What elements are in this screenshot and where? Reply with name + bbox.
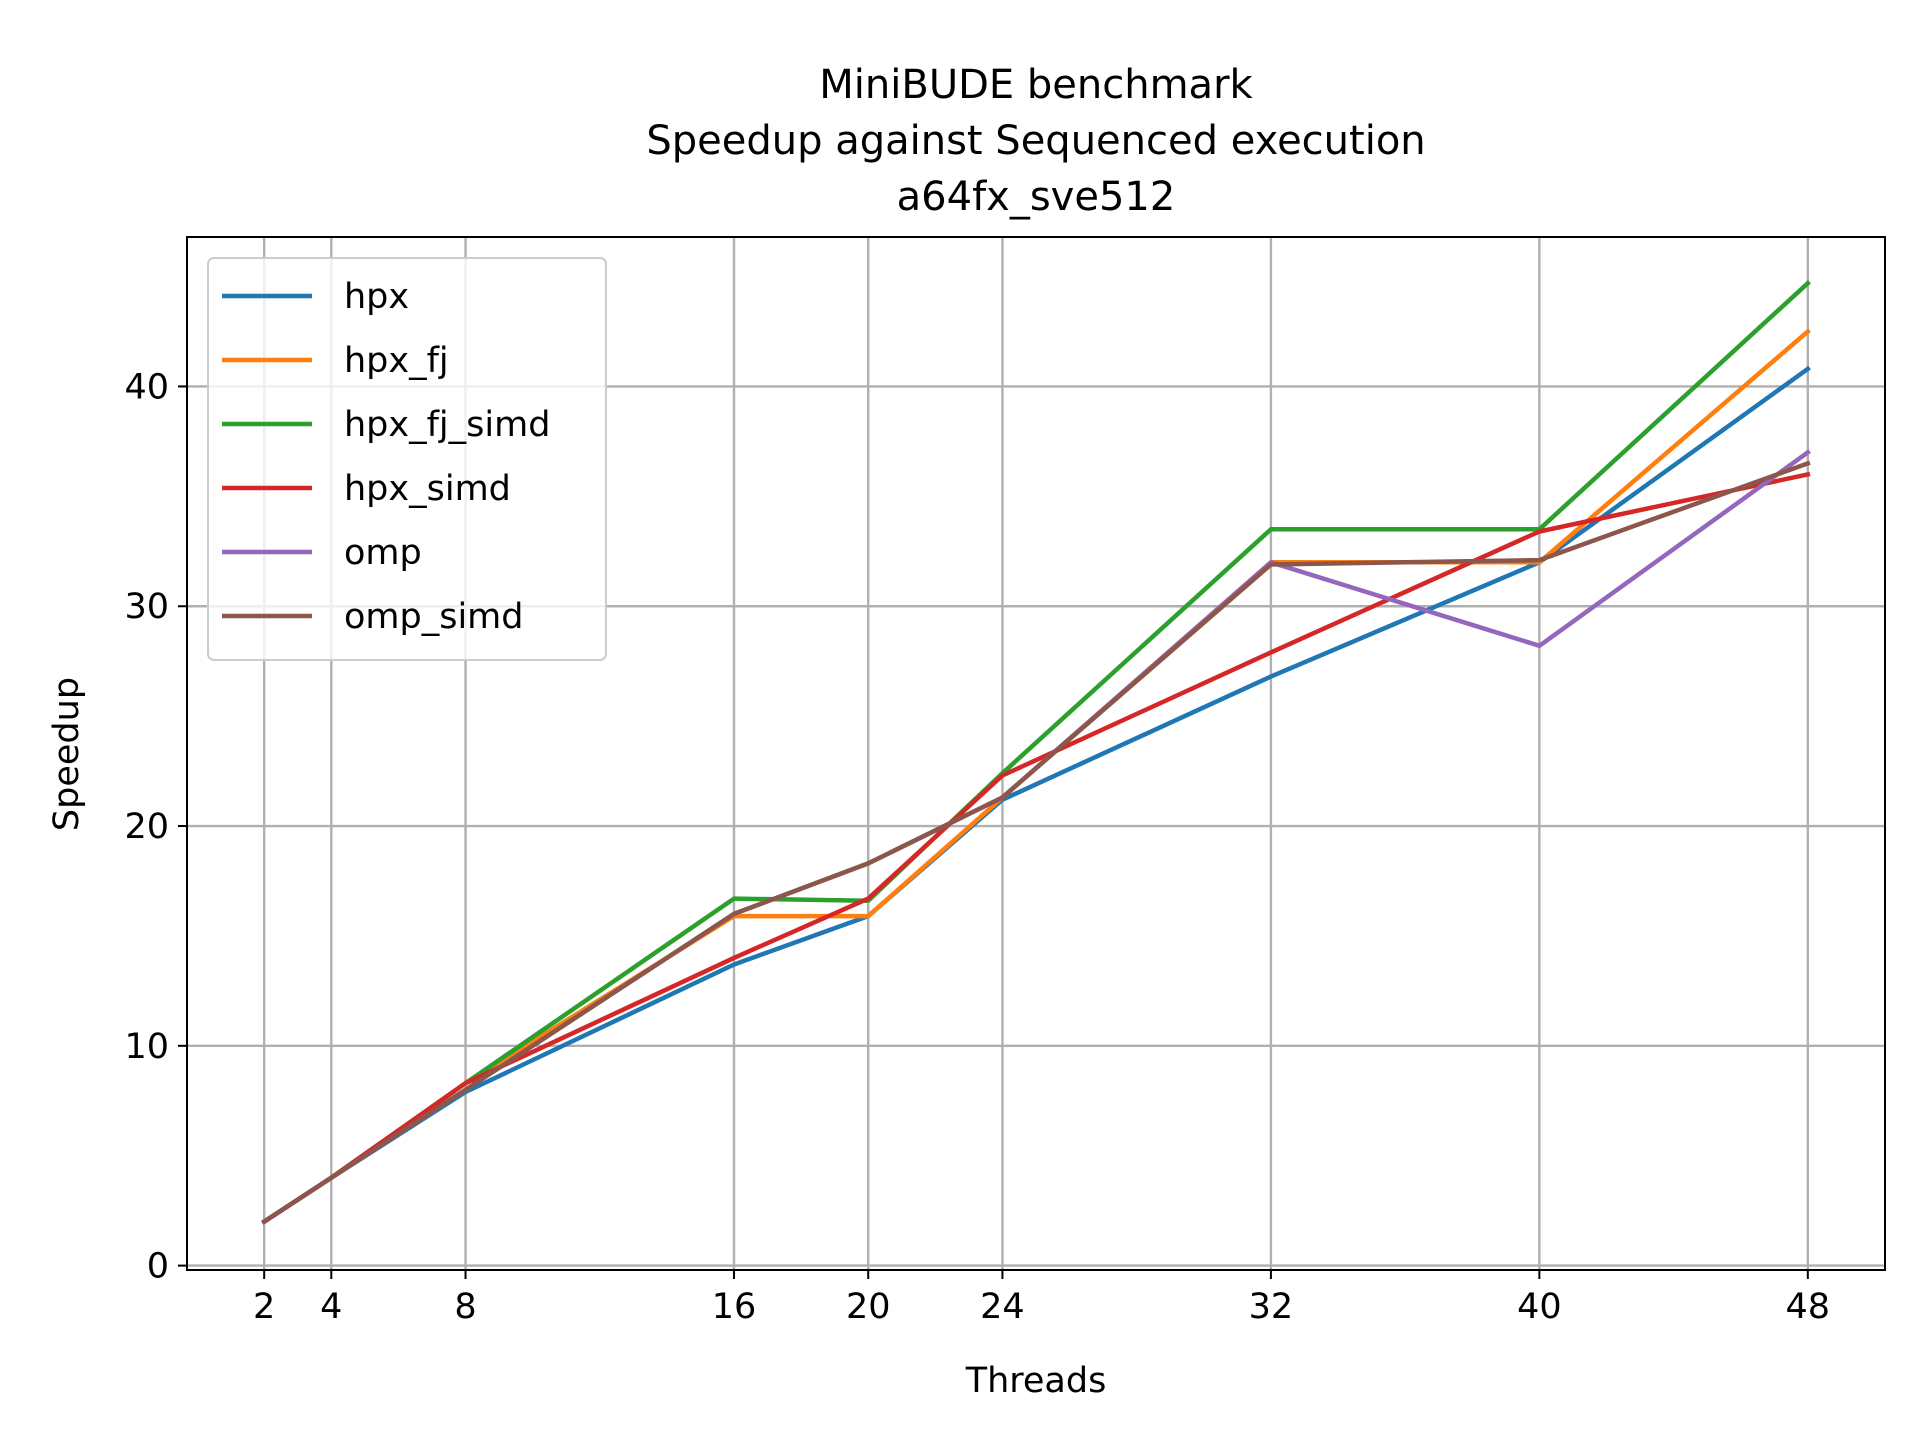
x-tick-label: 4	[320, 1287, 342, 1327]
x-tick-label: 2	[253, 1287, 275, 1327]
chart-title: MiniBUDE benchmark Speedup against Seque…	[646, 62, 1425, 220]
x-tick-label: 48	[1786, 1287, 1831, 1327]
y-tick-label: 40	[124, 367, 169, 407]
legend-label-hpx_fj_simd: hpx_fj_simd	[344, 405, 550, 445]
legend-label-hpx: hpx	[344, 277, 409, 317]
x-axis-label: Threads	[965, 1361, 1107, 1401]
y-tick-label: 0	[147, 1247, 169, 1287]
x-tick-label: 16	[712, 1287, 757, 1327]
series-line-omp_simd	[261, 460, 1811, 1225]
x-tick-label: 32	[1249, 1287, 1294, 1327]
y-tick-label: 20	[124, 807, 169, 847]
x-tick-label: 8	[454, 1287, 476, 1327]
x-tick-label: 40	[1517, 1287, 1562, 1327]
plot-frame	[186, 236, 1886, 1271]
series-lines	[261, 280, 1811, 1225]
x-tick-label: 24	[980, 1287, 1025, 1327]
legend-label-omp: omp	[344, 533, 422, 573]
chart-title-line-3: a64fx_sve512	[897, 174, 1176, 220]
x-tick-label: 20	[846, 1287, 891, 1327]
legend-label-hpx_simd: hpx_simd	[344, 469, 511, 509]
chart-title-line-1: MiniBUDE benchmark	[819, 62, 1253, 108]
y-axis-label: Speedup	[47, 677, 87, 831]
legend-label-omp_simd: omp_simd	[344, 597, 524, 637]
y-tick-label: 10	[124, 1027, 169, 1067]
grid-lines	[187, 237, 1885, 1270]
y-tick-label: 30	[124, 587, 169, 627]
legend-label-hpx_fj: hpx_fj	[344, 341, 449, 381]
chart-title-line-2: Speedup against Sequenced execution	[646, 118, 1425, 164]
